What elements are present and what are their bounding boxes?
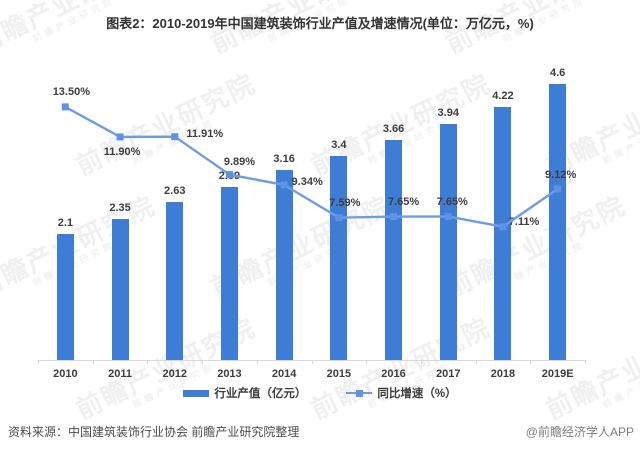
- bar-2016: [385, 140, 403, 360]
- x-axis-tick: [530, 360, 532, 364]
- x-axis-label: 2017: [436, 368, 461, 380]
- credit-note: @前瞻经济学人APP: [525, 425, 634, 439]
- line-swatch-marker: [355, 389, 363, 397]
- growth-value-label: 9.34%: [291, 175, 323, 188]
- bar-value-label: 3.94: [437, 106, 459, 119]
- bar-2018: [494, 106, 512, 360]
- growth-value-label: 11.90%: [103, 145, 141, 158]
- x-axis-label: 2018: [490, 368, 516, 380]
- x-axis-label: 2010: [53, 368, 78, 380]
- growth-value-label: 9.89%: [223, 155, 256, 168]
- bar-2013: [220, 186, 238, 360]
- growth-value-label: 9.12%: [545, 169, 577, 181]
- x-axis-tick: [38, 360, 39, 364]
- bar-value-label: 2.89: [218, 169, 241, 182]
- x-axis-tick: [420, 360, 422, 364]
- bar-2010: [56, 234, 74, 360]
- bar-value-label: 2.1: [57, 217, 73, 229]
- bar-value-label: 4.6: [549, 67, 566, 79]
- growth-value-label: 7.11%: [508, 215, 540, 228]
- x-axis-tick: [366, 360, 368, 364]
- legend-item-output-value: 行业产值（亿元）: [183, 385, 306, 401]
- bar-value-label: 2.35: [109, 202, 131, 214]
- growth-value-label: 13.50%: [52, 85, 90, 98]
- growth-value-label: 7.65%: [436, 195, 468, 208]
- bar-value-label: 3.4: [331, 139, 347, 151]
- growth-line-path: [64, 105, 559, 228]
- x-axis-tick: [92, 360, 94, 364]
- legend-label-output-value: 行业产值（亿元）: [214, 388, 307, 400]
- x-axis-label: 2016: [381, 368, 406, 380]
- bar-value-label: 4.22: [492, 89, 514, 102]
- growth-marker-2010: [61, 103, 69, 111]
- x-axis-tick: [475, 360, 477, 364]
- x-axis-tick: [202, 360, 204, 364]
- bar-series-swatch-icon: [183, 389, 210, 397]
- source-note: 资料来源：中国建筑装饰行业协会 前瞻产业研究院整理: [8, 425, 300, 439]
- legend-item-growth-rate: 同比增速（%）: [346, 385, 457, 401]
- x-axis-label: 2012: [162, 368, 187, 380]
- growth-value-label: 7.65%: [387, 195, 420, 208]
- bar-2014: [275, 170, 293, 360]
- growth-marker-2012: [171, 133, 179, 141]
- x-axis-tick: [311, 360, 313, 364]
- bar-2019E: [549, 84, 567, 360]
- growth-value-label: 7.59%: [329, 196, 361, 209]
- x-axis-label: 2019E: [541, 368, 574, 380]
- chart-title: 图表2：2010-2019年中国建筑装饰行业产值及增速情况(单位：万亿元，%): [106, 16, 534, 31]
- legend: 行业产值（亿元） 同比增速（%）: [0, 385, 640, 401]
- bar-value-label: 2.63: [164, 185, 186, 198]
- x-axis-label: 2014: [271, 368, 297, 380]
- bar-2015: [330, 156, 348, 360]
- growth-value-label: 11.91%: [186, 127, 224, 140]
- x-axis-tick: [256, 360, 258, 364]
- bar-value-label: 3.66: [382, 123, 405, 136]
- x-axis-label: 2013: [217, 368, 242, 380]
- legend-label-growth-rate: 同比增速（%）: [377, 388, 457, 400]
- x-axis-label: 2011: [108, 368, 132, 380]
- x-axis-tick: [585, 360, 586, 364]
- x-axis-label: 2015: [326, 368, 352, 380]
- growth-marker-2011: [116, 133, 124, 141]
- bar-value-label: 3.16: [273, 153, 295, 166]
- x-axis-tick: [147, 360, 149, 364]
- bar-2012: [166, 202, 184, 360]
- bar-2011: [111, 219, 129, 360]
- bar-2017: [439, 123, 457, 360]
- line-series-swatch-icon: [346, 389, 373, 398]
